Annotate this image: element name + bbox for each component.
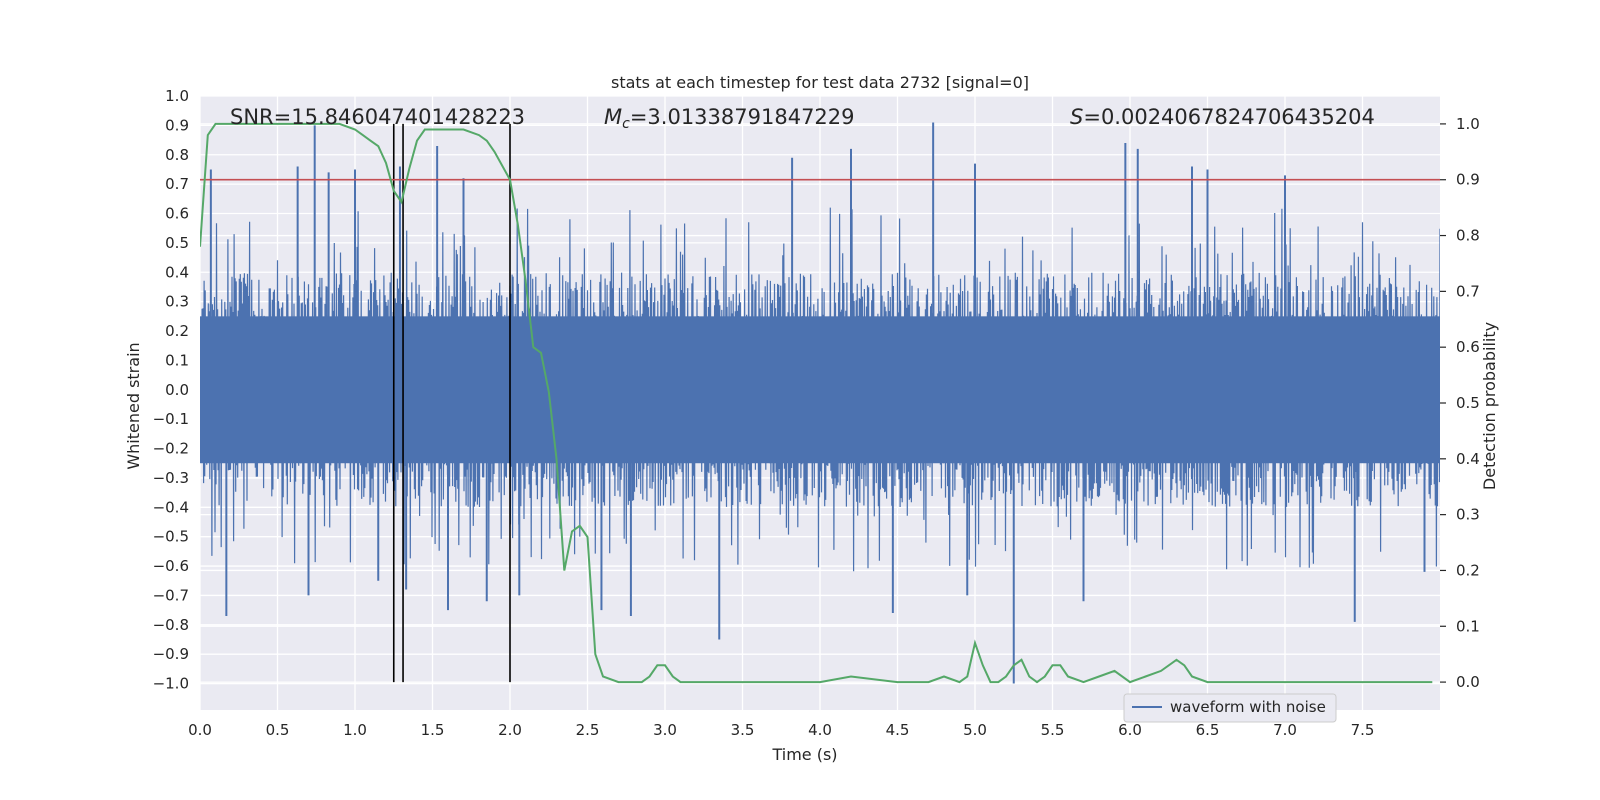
y-tick-label: 0.9	[165, 116, 189, 134]
x-tick-label: 0.0	[188, 721, 212, 739]
y-tick-label: −0.7	[153, 586, 189, 604]
y-tick-label: −0.5	[153, 528, 189, 546]
y-tick-label: 0.4	[165, 263, 189, 281]
x-tick-label: 5.5	[1041, 721, 1065, 739]
s-annotation: S=0.0024067824706435204	[1070, 105, 1375, 129]
waveform-core	[200, 316, 1440, 464]
y-tick-label: −0.6	[153, 557, 189, 575]
x-tick-label: 6.0	[1118, 721, 1142, 739]
probability-series	[200, 122, 1433, 684]
y2-tick-label: 0.0	[1456, 673, 1480, 691]
x-tick-label: 7.0	[1273, 721, 1297, 739]
chirp-mass-annotation: Mc=3.01338791847229	[604, 105, 855, 132]
x-tick-label: 3.5	[731, 721, 755, 739]
legend-frame	[1123, 693, 1337, 723]
snr-annotation: SNR=15.846047401428223	[230, 105, 525, 129]
y2-tick-label: 0.1	[1456, 617, 1480, 635]
y2-tick-label: 0.2	[1456, 561, 1480, 579]
y-tick-label: 0.5	[165, 234, 189, 252]
x-tick-label: 5.0	[963, 721, 987, 739]
y-tick-label: −1.0	[153, 675, 189, 693]
x-tick-labels: 0.0 0.5 1.0 1.5 2.0 2.5 3.0 3.5 4.0 4.5 5.0 5.5 6.0 6…	[188, 721, 1374, 739]
y2-tick-label: 0.4	[1456, 450, 1480, 468]
y-tick-label: −0.3	[153, 469, 189, 487]
y2-axis-label: Detection probability	[1480, 322, 1499, 490]
y-tick-label: −0.2	[153, 440, 189, 458]
y-tick-label: 0.0	[165, 381, 189, 399]
x-tick-label: 7.5	[1351, 721, 1375, 739]
y2-tick-label: 1.0	[1456, 115, 1480, 133]
y2-tick-label: 0.3	[1456, 506, 1480, 524]
y2-tick-label: 0.7	[1456, 282, 1480, 300]
y-tick-label: −0.4	[153, 498, 189, 516]
x-tick-label: 1.0	[343, 721, 367, 739]
y-tick-label: −0.1	[153, 410, 189, 428]
x-tick-label: 0.5	[266, 721, 290, 739]
probability-line	[200, 122, 1433, 684]
y-tick-label: 1.0	[165, 87, 189, 105]
y2-tick-label: 0.8	[1456, 227, 1480, 245]
y2-tick-label: 0.6	[1456, 338, 1480, 356]
y-tick-label: 0.3	[165, 293, 189, 311]
y-axis-label: Whitened strain	[124, 342, 143, 469]
y-tick-labels: 1.0 0.9 0.8 0.7 0.6 0.5 0.4 0.3 0.2 0.1 0.0 −0.1 −0.…	[153, 87, 189, 693]
legend-label: waveform with noise	[1170, 698, 1326, 716]
y-tick-label: −0.9	[153, 645, 189, 663]
x-tick-label: 2.0	[498, 721, 522, 739]
y2-tick-label: 0.5	[1456, 394, 1480, 412]
y-tick-label: −0.8	[153, 616, 189, 634]
x-tick-label: 6.5	[1196, 721, 1220, 739]
y2-tick-labels: 1.0 0.9 0.8 0.7 0.6 0.5 0.4 0.3 0.2 0.1 0.0	[1440, 115, 1480, 691]
y-tick-label: 0.7	[165, 175, 189, 193]
legend: waveform with noise	[1123, 693, 1337, 723]
x-tick-label: 2.5	[576, 721, 600, 739]
x-axis-label: Time (s)	[771, 745, 837, 764]
chart-title: stats at each timestep for test data 273…	[611, 73, 1029, 92]
y-tick-label: 0.6	[165, 205, 189, 223]
x-tick-label: 4.0	[808, 721, 832, 739]
vertical-markers	[392, 123, 511, 683]
x-tick-label: 4.5	[886, 721, 910, 739]
y-tick-label: 0.1	[165, 351, 189, 369]
y2-tick-label: 0.9	[1456, 171, 1480, 189]
y-tick-label: 0.8	[165, 146, 189, 164]
x-tick-label: 1.5	[421, 721, 445, 739]
y-tick-label: 0.2	[165, 322, 189, 340]
x-tick-label: 3.0	[653, 721, 677, 739]
waveform-series	[200, 122, 1440, 684]
